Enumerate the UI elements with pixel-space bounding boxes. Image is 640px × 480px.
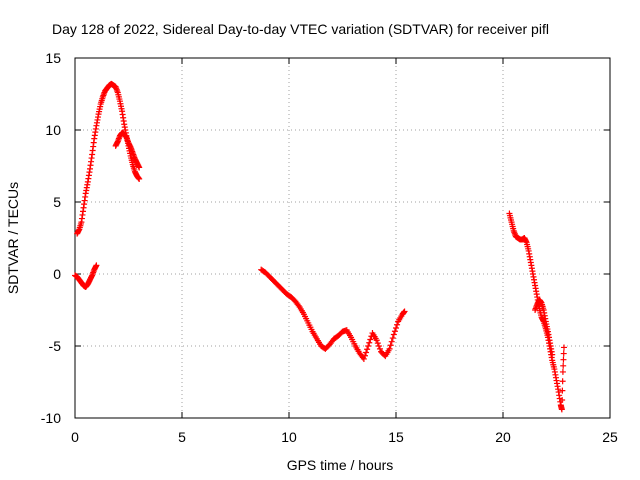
data-point: [388, 338, 395, 345]
data-point: [93, 262, 100, 269]
data-series: [506, 210, 567, 413]
data-series: [112, 129, 143, 171]
y-tick-label: 10: [45, 122, 61, 138]
data-series: [72, 262, 100, 290]
data-point: [559, 397, 566, 403]
data-series: [532, 296, 556, 358]
data-point: [560, 344, 567, 351]
y-tick-label: 5: [53, 194, 61, 210]
y-tick-label: -10: [41, 410, 61, 426]
data-point: [558, 406, 565, 413]
data-point: [366, 339, 373, 346]
data-point: [559, 368, 566, 375]
data-point: [559, 378, 566, 385]
data-point: [559, 387, 566, 394]
data-point: [361, 352, 368, 359]
data-point: [365, 343, 372, 349]
data-point: [376, 345, 383, 352]
x-tick-label: 25: [602, 429, 618, 445]
data-point: [391, 328, 398, 335]
data-point: [549, 351, 556, 358]
data-point: [136, 164, 143, 171]
x-tick-label: 10: [281, 429, 297, 445]
data-point: [393, 325, 399, 331]
data-point: [386, 345, 393, 352]
data-point: [375, 343, 382, 349]
x-tick-label: 15: [388, 429, 404, 445]
x-tick-label: 0: [71, 429, 79, 445]
data-point: [389, 335, 396, 342]
data-point: [136, 175, 143, 182]
data-point: [560, 362, 567, 369]
plot-frame: [74, 57, 611, 419]
y-tick-label: -5: [49, 338, 62, 354]
axis-ticks: 0 5 10 15 20 25 15 10 5 0 -5 -10: [41, 50, 618, 445]
data-points: [72, 80, 567, 413]
grid: [75, 58, 610, 418]
data-point: [364, 346, 371, 353]
y-tick-label: 0: [53, 266, 61, 282]
data-point: [401, 308, 408, 315]
y-tick-label: 15: [45, 50, 61, 66]
data-point: [387, 342, 394, 349]
data-point: [560, 350, 567, 357]
x-tick-label: 5: [178, 429, 186, 445]
x-axis-label: GPS time / hours: [287, 457, 394, 473]
chart-title: Day 128 of 2022, Sidereal Day-to-day VTE…: [52, 21, 549, 37]
data-point: [394, 321, 401, 328]
data-series: [258, 266, 408, 362]
data-point: [374, 340, 381, 347]
data-point: [560, 356, 567, 363]
data-point: [363, 349, 370, 356]
data-point: [360, 355, 367, 362]
y-axis-label: SDTVAR / TECUs: [5, 182, 21, 294]
data-point: [373, 337, 380, 344]
data-point: [390, 331, 397, 338]
data-point: [367, 336, 374, 343]
x-tick-label: 20: [495, 429, 511, 445]
